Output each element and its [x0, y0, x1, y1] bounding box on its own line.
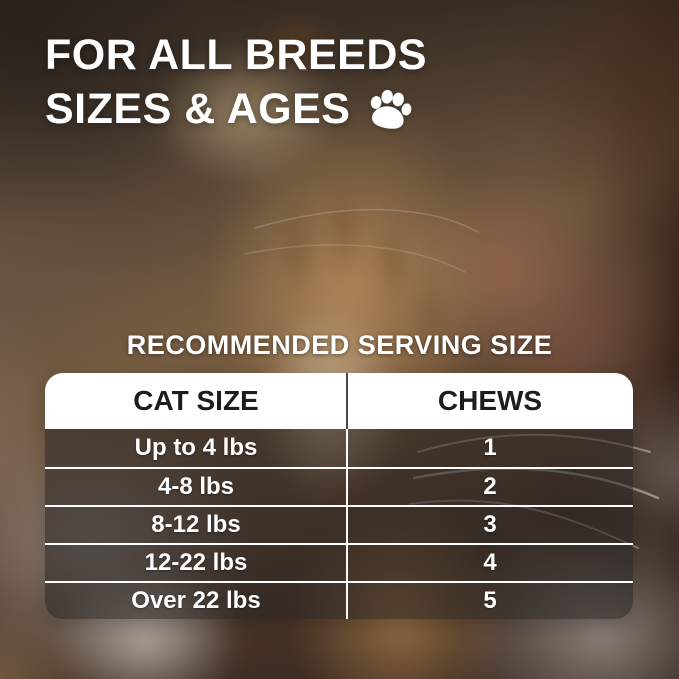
cat-size-cell: 4-8 lbs: [157, 473, 235, 500]
table-row: Up to 4 lbs 1: [45, 429, 633, 467]
table-body: Up to 4 lbs 1 4-8 lbs 2 8-12 lbs 3 12-22…: [45, 429, 633, 619]
title-line-2-text: SIZES & AGES: [45, 85, 351, 133]
serving-size-heading: RECOMMENDED SERVING SIZE: [126, 330, 553, 360]
table-header-row: CAT SIZE CHEWS: [45, 373, 633, 429]
header-cell-cat-size: CAT SIZE: [133, 385, 259, 416]
header-column-divider: [346, 373, 348, 429]
table-row: 4-8 lbs 2: [45, 467, 633, 505]
table-row: Over 22 lbs 5: [45, 581, 633, 619]
header-cell-chews: CHEWS: [437, 385, 543, 416]
chews-cell: 2: [483, 473, 497, 500]
body-column-divider: [346, 429, 348, 619]
chews-cell: 4: [483, 549, 497, 576]
table-row: 8-12 lbs 3: [45, 505, 633, 543]
cat-size-cell: Over 22 lbs: [131, 587, 261, 614]
title-line-1: FOR ALL BREEDS: [45, 31, 428, 79]
cat-size-cell: 8-12 lbs: [151, 511, 241, 538]
serving-size-table: CAT SIZE CHEWS Up to 4 lbs 1 4-8 lbs 2 8…: [45, 373, 633, 619]
cat-size-cell: 12-22 lbs: [144, 549, 248, 576]
chews-cell: 5: [483, 587, 497, 614]
title-line-2: SIZES & AGES: [45, 82, 427, 136]
paw-icon: [371, 89, 412, 129]
table-row: 12-22 lbs 4: [45, 543, 633, 581]
chews-cell: 3: [483, 511, 497, 538]
hero-title: FOR ALL BREEDS SIZES & AGES: [45, 28, 427, 136]
cat-size-cell: Up to 4 lbs: [134, 434, 258, 461]
chews-cell: 1: [483, 434, 497, 461]
